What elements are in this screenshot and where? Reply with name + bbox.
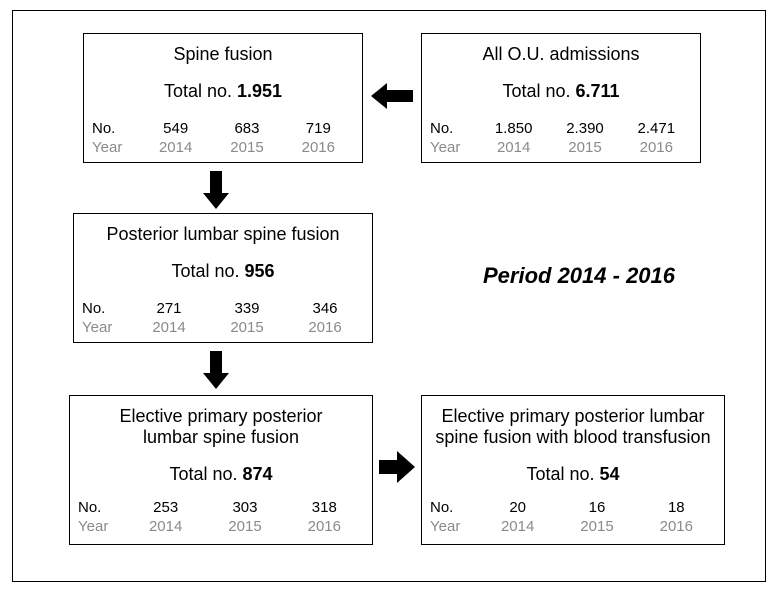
- row-year: Year 2014 2015 2016: [76, 518, 366, 535]
- box-title-line1: Elective primary posterior lumbar: [428, 406, 718, 427]
- box-title: All O.U. admissions: [428, 44, 694, 65]
- box-total: Total no. 54: [428, 464, 718, 485]
- box-elective-bt: Elective primary posterior lumbar spine …: [421, 395, 725, 545]
- box-title-line1: Elective primary posterior: [76, 406, 366, 427]
- arrow-down-icon: [203, 351, 229, 389]
- row-year: Year 2014 2015 2016: [428, 518, 718, 535]
- row-year: Year 2014 2015 2016: [80, 319, 366, 336]
- arrow-left-icon: [371, 83, 413, 109]
- arrow-right-icon: [379, 451, 415, 483]
- row-no: No. 549 683 719: [90, 120, 356, 137]
- box-title: Posterior lumbar spine fusion: [80, 224, 366, 245]
- box-total: Total no. 6.711: [428, 81, 694, 102]
- arrow-down-icon: [203, 171, 229, 209]
- row-no: No. 20 16 18: [428, 499, 718, 516]
- box-admissions: All O.U. admissions Total no. 6.711 No. …: [421, 33, 701, 163]
- box-title: Spine fusion: [90, 44, 356, 65]
- box-total: Total no. 956: [80, 261, 366, 282]
- box-title-line2: spine fusion with blood transfusion: [428, 427, 718, 448]
- box-title-line2: lumbar spine fusion: [76, 427, 366, 448]
- outer-frame: Spine fusion Total no. 1.951 No. 549 683…: [12, 10, 766, 582]
- box-total: Total no. 1.951: [90, 81, 356, 102]
- box-elective: Elective primary posterior lumbar spine …: [69, 395, 373, 545]
- box-posterior: Posterior lumbar spine fusion Total no. …: [73, 213, 373, 343]
- row-no: No. 1.850 2.390 2.471: [428, 120, 694, 137]
- box-total: Total no. 874: [76, 464, 366, 485]
- box-spine-fusion: Spine fusion Total no. 1.951 No. 549 683…: [83, 33, 363, 163]
- row-year: Year 2014 2015 2016: [428, 139, 694, 156]
- period-label: Period 2014 - 2016: [483, 263, 675, 289]
- row-no: No. 253 303 318: [76, 499, 366, 516]
- row-no: No. 271 339 346: [80, 300, 366, 317]
- row-year: Year 2014 2015 2016: [90, 139, 356, 156]
